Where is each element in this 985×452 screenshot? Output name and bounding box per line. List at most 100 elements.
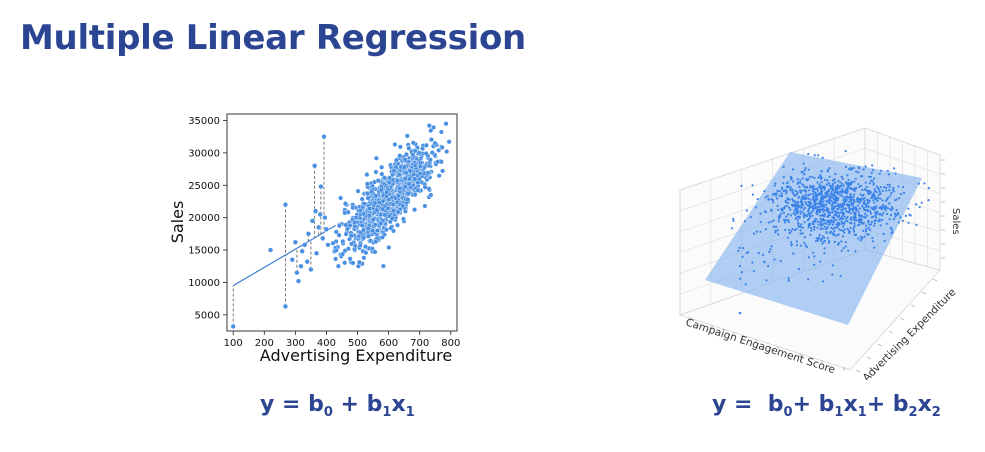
y-tick — [921, 291, 927, 295]
scatter-point-3d — [811, 175, 814, 178]
scatter-point-3d — [776, 189, 779, 192]
plus-sign: + — [792, 392, 819, 417]
scatter-point-3d — [867, 192, 870, 195]
scatter-point-3d — [820, 175, 823, 178]
scatter-point-3d — [875, 205, 878, 208]
scatter-point-3d — [890, 191, 893, 194]
scatter-point-3d — [784, 219, 787, 222]
scatter-point — [360, 211, 366, 217]
scatter-point-3d — [888, 202, 891, 205]
scatter-point-3d — [808, 217, 811, 220]
scatter-point-3d — [816, 239, 819, 242]
scatter-point-3d — [841, 229, 845, 232]
scatter-point-3d — [838, 222, 841, 225]
scatter-point-3d — [832, 207, 835, 210]
scatter-point-3d — [830, 191, 833, 194]
scatter-point-3d — [816, 202, 819, 205]
scatter-point-3d — [840, 208, 843, 212]
scatter-point-3d — [837, 191, 840, 194]
scatter-point-3d — [883, 186, 886, 189]
scatter-point-3d — [859, 193, 862, 196]
scatter-point-3d — [796, 219, 799, 222]
scatter-point — [325, 242, 331, 248]
scatter-point-3d — [788, 206, 791, 209]
scatter-point-3d — [833, 240, 836, 243]
scatter-point-3d — [803, 221, 806, 224]
scatter-point-3d — [804, 167, 807, 170]
scatter-point-3d — [751, 193, 754, 196]
scatter-point-3d — [800, 223, 803, 226]
scatter-point-3d — [873, 222, 876, 225]
scatter-point-3d — [774, 231, 777, 234]
scatter-point-3d — [800, 197, 803, 200]
scatter-point — [384, 189, 390, 195]
scatter-point — [374, 207, 380, 213]
scatter-point-3d — [875, 198, 878, 201]
scatter-point-3d — [774, 182, 777, 185]
scatter-point-3d — [792, 168, 795, 171]
scatter-point-3d — [847, 249, 850, 252]
scatter-point-3d — [858, 207, 861, 210]
scatter-point-3d — [807, 207, 810, 210]
scatter-point-3d — [890, 213, 893, 217]
scatter-point-3d — [826, 194, 830, 197]
scatter-point-3d — [844, 245, 847, 248]
y-tick-label: 5000 — [195, 310, 220, 321]
scatter-point-3d — [738, 311, 742, 315]
scatter-point — [352, 219, 358, 225]
scatter-point-3d — [792, 180, 795, 183]
scatter-point — [422, 184, 428, 190]
scatter-point-3d — [770, 220, 773, 223]
scatter-point-3d — [842, 217, 845, 221]
scatter-point-3d — [819, 174, 822, 177]
scatter-point — [426, 123, 432, 129]
scatter-point-3d — [778, 194, 781, 197]
scatter-point-3d — [772, 225, 775, 228]
scatter-point-3d — [825, 227, 829, 230]
scatter-point-3d — [850, 218, 853, 222]
scatter-point — [397, 153, 403, 159]
scatter-point-3d — [810, 227, 813, 230]
scatter-point — [415, 187, 421, 193]
scatter-point-3d — [869, 212, 872, 215]
plus-sign: + — [866, 392, 893, 417]
scatter-point-3d — [823, 239, 826, 242]
scatter-point-3d — [927, 186, 930, 190]
scatter-point — [391, 168, 397, 174]
scatter-point-3d — [868, 175, 871, 178]
scatter-point — [357, 242, 363, 248]
scatter-point-3d — [823, 252, 826, 255]
scatter-point-3d — [917, 182, 920, 185]
scatter-point-3d — [799, 179, 802, 182]
x-tick-label: 800 — [441, 338, 460, 349]
scatter-point — [361, 201, 367, 207]
scatter-point-3d — [821, 156, 824, 159]
scatter-point-3d — [891, 230, 894, 234]
scatter-point-3d — [774, 194, 778, 197]
scatter-point-3d — [763, 261, 766, 264]
scatter-point-3d — [842, 196, 845, 199]
scatter-point-3d — [805, 177, 808, 180]
x-tick-label: 500 — [348, 338, 367, 349]
scatter-point-3d — [853, 213, 856, 216]
scatter-point-3d — [806, 219, 809, 222]
scatter-point — [309, 218, 316, 224]
scatter-point — [350, 205, 356, 211]
scatter-point-3d — [827, 199, 830, 202]
scatter-point — [294, 270, 300, 276]
scatter-point-3d — [879, 169, 883, 172]
scatter-point — [305, 231, 312, 237]
scatter-point — [405, 191, 411, 197]
scatter-point-3d — [811, 192, 814, 195]
scatter-point-3d — [825, 183, 828, 186]
scatter-point-3d — [828, 167, 831, 170]
scatter-point — [364, 172, 370, 178]
x1-subscript: 1 — [405, 405, 415, 420]
scatter-point — [395, 209, 401, 215]
scatter-point-3d — [808, 189, 811, 192]
scatter-point-3d — [878, 188, 881, 191]
scatter-point — [410, 152, 416, 158]
scatter-point-3d — [835, 223, 838, 226]
scatter-point — [378, 187, 384, 193]
scatter-point-3d — [856, 208, 859, 211]
